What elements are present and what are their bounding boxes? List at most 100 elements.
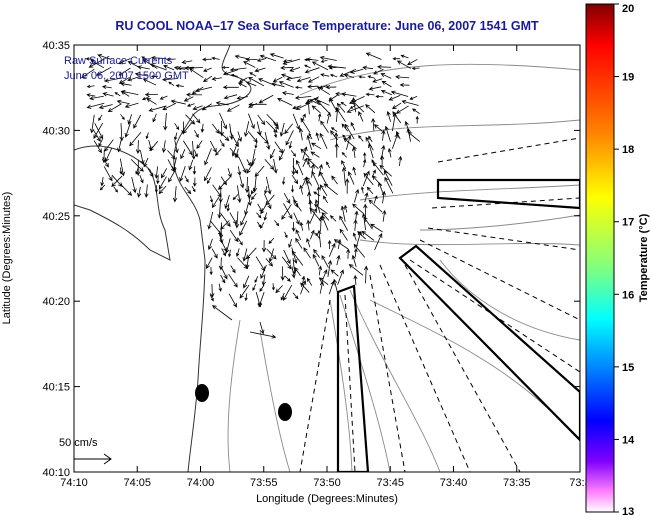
current-arrow [215,148,222,156]
current-arrow [352,166,356,176]
colorbar-tick-label: 14 [622,434,635,446]
current-arrow [180,149,186,160]
current-arrow [266,248,277,260]
x-tick-label: 73:3 [569,477,590,489]
current-arrow [118,67,131,76]
current-arrow [243,121,250,138]
current-arrow [281,73,293,80]
current-arrow [134,72,148,77]
current-arrow [139,150,145,165]
current-arrow [246,158,256,174]
current-arrow [283,249,291,265]
current-arrow [220,274,226,284]
current-arrow [363,172,374,186]
current-arrow [107,103,122,113]
current-arrow [161,140,167,153]
current-arrow [260,264,267,279]
current-arrow [341,123,349,132]
current-arrow [257,114,266,126]
current-arrow [318,113,322,122]
current-arrow [89,114,95,134]
current-arrow [320,59,328,63]
current-arrow [320,269,328,285]
current-arrow [103,166,113,182]
current-arrow [183,140,193,156]
current-arrow [306,219,311,231]
current-arrow [332,278,338,294]
bathymetry-contours [227,63,580,472]
colorbar-tick-label: 13 [622,506,634,518]
current-arrow [371,117,376,131]
current-arrow [225,238,231,254]
current-arrow [98,139,103,147]
current-arrow [289,67,301,72]
current-arrow [291,250,304,266]
current-arrow [211,56,220,61]
current-arrow [243,61,256,68]
current-arrow [341,159,347,170]
current-arrow [196,140,203,150]
current-arrow [373,195,378,204]
current-arrow [127,114,133,125]
current-arrow [149,141,159,152]
current-arrow [119,123,124,142]
scale-arrow [74,453,112,465]
colorbar [585,3,615,513]
current-arrow [168,81,175,87]
x-tick-label: 73:55 [250,477,278,489]
current-arrow [131,177,137,194]
current-arrow [244,177,250,194]
current-arrow [311,105,321,114]
current-arrow [325,84,337,90]
current-arrow [365,136,374,151]
current-arrow [219,112,227,130]
current-arrow [411,66,420,70]
current-arrow [268,248,274,263]
current-arrow [117,140,122,153]
current-arrow [127,61,140,68]
colorbar-tick-label: 15 [622,362,634,374]
current-arrow [314,204,328,214]
current-arrow [120,114,125,121]
current-arrow [386,110,392,122]
current-arrow [321,212,330,221]
current-arrow [362,170,370,187]
current-arrow [273,158,278,174]
current-arrow [182,122,193,134]
current-arrow [237,131,243,142]
current-arrow [242,248,248,262]
current-arrow [305,176,313,186]
current-arrow [358,75,366,79]
current-arrow [306,98,311,115]
current-arrow [228,273,238,288]
current-arrow [373,68,384,75]
current-arrow [259,321,265,335]
current-arrow [204,148,212,166]
current-arrow [363,265,369,284]
buoy-marker-2 [278,403,292,421]
current-arrow [333,239,349,250]
current-arrow [150,75,158,78]
current-arrow [229,212,237,225]
current-arrow [212,123,220,134]
current-arrow [319,55,337,61]
current-arrow [243,275,250,289]
current-arrow [281,256,292,270]
current-arrow [298,127,304,141]
current-arrow [318,277,329,285]
current-arrow [285,130,294,146]
current-arrow [229,229,239,243]
current-arrow [154,166,159,179]
current-arrow [218,283,222,292]
current-arrow [373,124,383,132]
y-tick-label: 40:25 [42,211,70,223]
current-arrow [303,247,311,259]
current-arrow [353,274,358,285]
current-arrow [209,195,213,203]
current-arrow [293,212,300,225]
current-arrow [98,104,113,110]
current-arrow [111,175,123,187]
current-arrow [306,134,313,150]
current-arrow [81,68,95,79]
current-arrow [268,237,275,244]
